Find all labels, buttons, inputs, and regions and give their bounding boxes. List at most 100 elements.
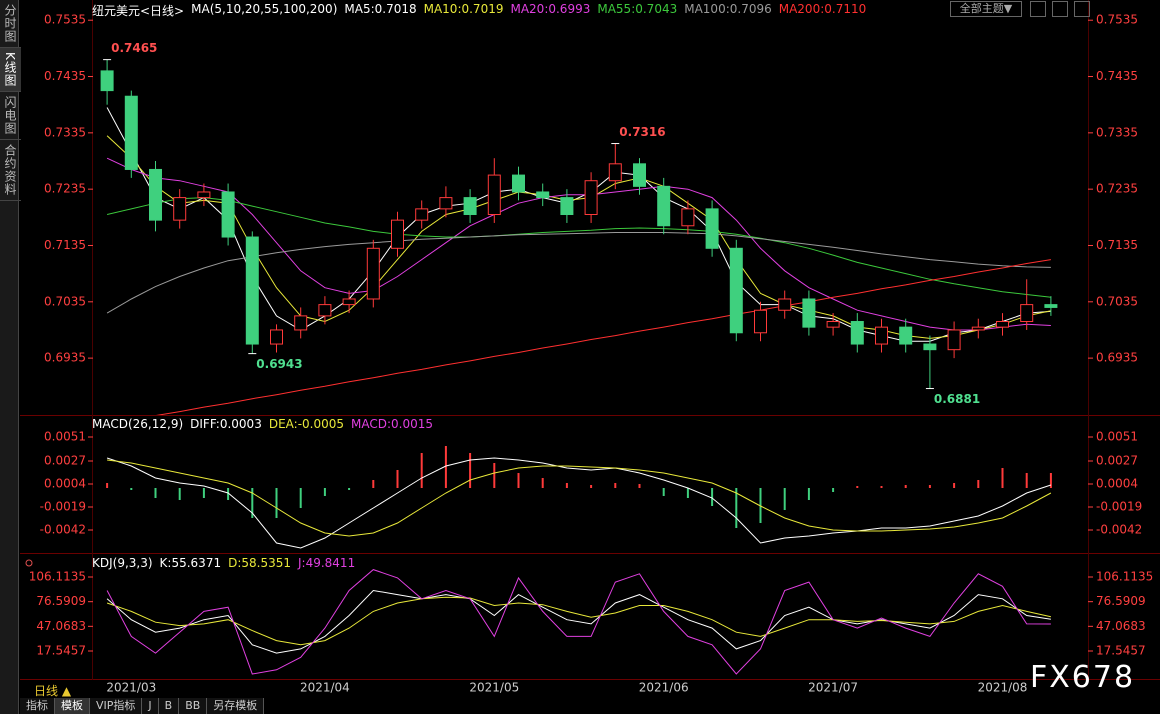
extreme-label: 0.7316: [619, 125, 665, 139]
legend: MACD(26,12,9) DIFF:0.0003 DEA:-0.0005 MACD:…: [92, 417, 433, 431]
legend-entry: MA100:0.7096: [684, 2, 772, 16]
window-button[interactable]: [1052, 1, 1068, 17]
sidebar: 分时图 K线图 闪电图 合约资料: [0, 0, 21, 714]
y-tick-label: 0.6935: [44, 351, 86, 365]
series-line: [107, 459, 1052, 537]
window-button[interactable]: [1074, 1, 1090, 17]
candle-body: [705, 208, 719, 249]
series-line: [106, 107, 1051, 342]
legend-title: MA(5,10,20,55,100,200): [191, 2, 338, 16]
theme-button[interactable]: 全部主题▼: [950, 1, 1022, 17]
window-button[interactable]: [1030, 1, 1046, 17]
candle-body: [415, 208, 429, 221]
series-line: [156, 259, 1051, 415]
candle-body: [633, 163, 646, 187]
y-tick-label: 0.7535: [44, 13, 86, 27]
toolbar-tab[interactable]: 另存模板: [207, 698, 265, 714]
y-tick-label: -0.0042: [40, 523, 86, 537]
sidebar-tab[interactable]: 分时图: [0, 0, 21, 48]
extreme-label: 0.7465: [111, 41, 157, 55]
legend: 纽元美元<日线> MA(5,10,20,55,100,200) MA5:0.7018…: [92, 2, 866, 19]
y-tick-label-right: 0.7335: [1096, 125, 1138, 139]
candle-body: [221, 191, 235, 238]
period-button[interactable]: 日线 ▲: [34, 684, 72, 698]
candle-body: [463, 197, 477, 216]
toolbar-tab[interactable]: BB: [179, 698, 208, 714]
y-tick-label: 47.0683: [36, 619, 86, 633]
watermark: FX678: [1030, 660, 1136, 695]
candle-body: [778, 298, 792, 311]
candle-body: [124, 95, 138, 170]
y-tick-label: 0.0051: [44, 430, 86, 444]
legend-entry: MA10:0.7019: [423, 2, 504, 16]
sidebar-tab[interactable]: K线图: [0, 48, 21, 92]
x-tick-label: 2021/03: [106, 681, 156, 695]
toolbar-tab[interactable]: 模板: [55, 698, 90, 714]
candle-body: [536, 191, 550, 199]
candle-body: [366, 247, 380, 300]
y-tick-label: 106.1135: [29, 570, 86, 584]
y-tick-label: 0.7135: [44, 238, 86, 252]
y-tick-label-right: 0.0027: [1096, 454, 1138, 468]
y-tick-label-right: 0.0051: [1096, 430, 1138, 444]
legend-entry: MA200:0.7110: [778, 2, 867, 16]
y-tick-label: 17.5457: [36, 643, 86, 657]
candle-body: [802, 298, 816, 328]
y-tick-label-right: -0.0019: [1096, 500, 1142, 514]
toolbar-tab[interactable]: B: [158, 698, 180, 714]
candle-body: [391, 219, 404, 249]
y-tick-label-right: 47.0683: [1096, 619, 1146, 633]
legend-entry: D:58.5351: [228, 556, 291, 570]
candle-body: [270, 329, 283, 345]
candle-body: [826, 321, 840, 328]
y-tick-label-right: 0.7135: [1096, 238, 1138, 252]
candle-body: [584, 180, 598, 216]
sidebar-tab[interactable]: 合约资料: [0, 140, 21, 201]
series-line: [106, 569, 1051, 675]
toolbar-tab[interactable]: J: [142, 698, 159, 714]
candle-body: [149, 168, 162, 221]
candle-body: [342, 298, 356, 306]
candle-body: [657, 185, 671, 227]
series-line: [106, 197, 1051, 298]
sidebar-tab[interactable]: 闪电图: [0, 92, 21, 140]
y-tick-label: 0.7235: [44, 182, 86, 196]
y-tick-label: 0.7335: [44, 125, 86, 139]
toolbar-tab[interactable]: VIP指标: [90, 698, 143, 714]
y-tick-label-right: -0.0042: [1096, 523, 1142, 537]
candle-body: [318, 304, 332, 317]
candle-body: [294, 315, 308, 331]
series-line: [106, 596, 1052, 646]
legend-entry: MA20:0.6993: [510, 2, 591, 16]
candle-body: [729, 247, 743, 334]
x-tick-label: 2021/05: [469, 681, 519, 695]
candle-body: [996, 321, 1009, 328]
candle-body: [245, 236, 259, 345]
y-tick-label-right: 0.7035: [1096, 294, 1138, 308]
candle-body: [1044, 304, 1058, 308]
candle-body: [487, 174, 501, 216]
candle-body: [681, 208, 695, 227]
series-line: [106, 457, 1052, 549]
price-panel: [100, 59, 1058, 415]
legend-title: 纽元美元<日线>: [92, 4, 185, 18]
toolbar-tab[interactable]: 指标: [20, 698, 55, 714]
candle-body: [971, 326, 985, 331]
y-tick-label-right: 0.7535: [1096, 13, 1138, 27]
candle-body: [754, 309, 767, 334]
candle-body: [560, 197, 574, 216]
x-tick-label: 2021/07: [808, 681, 858, 695]
macd-panel: [106, 446, 1052, 549]
y-tick-label-right: 106.1135: [1096, 570, 1153, 584]
candle-body: [512, 174, 525, 193]
y-tick-label-right: 17.5457: [1096, 643, 1146, 657]
legend-entry: K:55.6371: [159, 556, 222, 570]
y-tick-label: -0.0019: [40, 500, 86, 514]
panel-icon[interactable]: [25, 559, 33, 567]
candle-body: [173, 197, 187, 221]
x-tick-label: 2021/08: [978, 681, 1028, 695]
candle-body: [947, 329, 961, 351]
candle-body: [439, 197, 453, 210]
